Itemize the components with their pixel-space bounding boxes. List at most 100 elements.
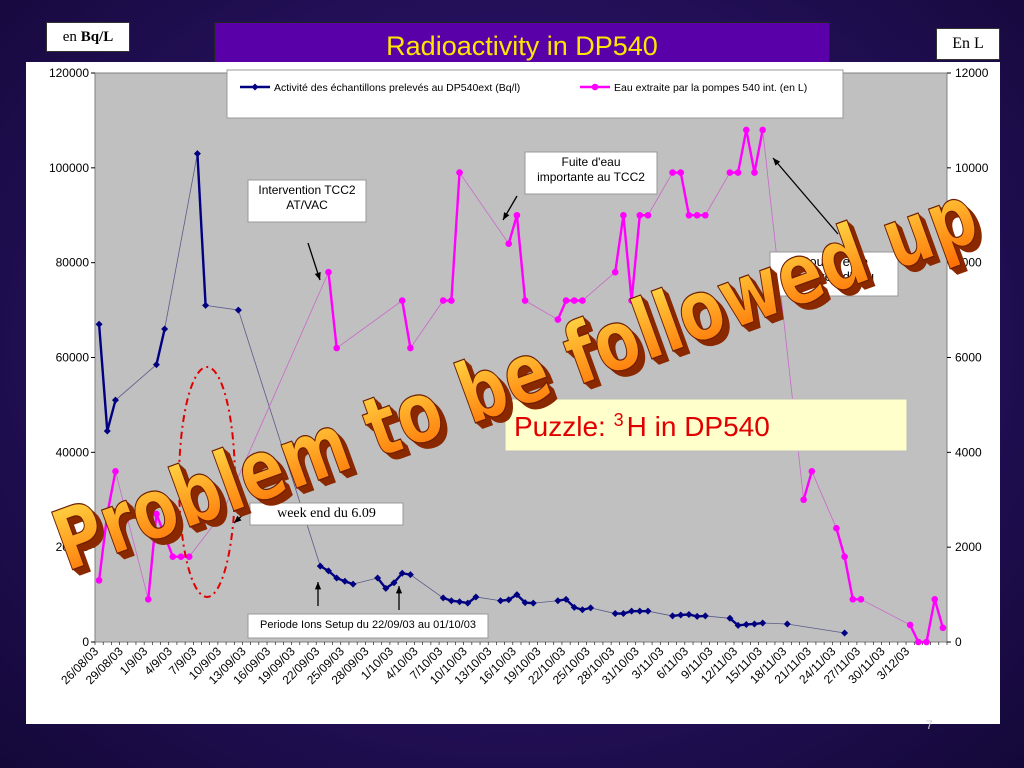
water-point: [685, 211, 693, 219]
water-point: [693, 211, 701, 219]
water-point: [325, 268, 332, 276]
activity-point: [398, 569, 406, 577]
water-point: [915, 638, 922, 646]
unit-right-label: En L: [936, 28, 1000, 60]
activity-point: [513, 591, 521, 599]
water-line-segment: [647, 172, 673, 216]
activity-point: [578, 606, 586, 614]
y-right-tick-label: 0: [955, 635, 962, 649]
water-point: [169, 553, 177, 560]
water-line-segment: [515, 215, 527, 301]
activity-line-segment: [196, 153, 207, 306]
water-line-segment: [925, 599, 936, 643]
activity-point: [324, 567, 332, 575]
water-point: [759, 126, 766, 134]
water-point: [669, 169, 676, 176]
water-point: [841, 553, 848, 560]
water-point: [333, 344, 340, 352]
page-number: 7: [926, 718, 933, 732]
activity-point: [234, 306, 242, 314]
annotation-coupure-box: [769, 251, 899, 297]
activity-line-segment: [475, 596, 501, 602]
activity-line-segment: [647, 610, 673, 617]
water-point: [513, 211, 521, 219]
y-right-tick-label: 12000: [955, 66, 989, 80]
water-point: [505, 240, 513, 247]
annotation-coupure-text: Coupure de: [800, 254, 868, 269]
water-point: [570, 297, 578, 304]
water-point: [579, 297, 586, 304]
y-left-tick-label: 80000: [56, 256, 90, 270]
y-right-tick-label: 10000: [955, 161, 989, 175]
water-line-segment: [630, 215, 641, 301]
water-point: [808, 468, 816, 475]
water-line-segment: [221, 271, 329, 515]
puzzle-text-prefix: Puzzle:: [514, 411, 614, 442]
activity-point: [505, 596, 513, 604]
activity-point: [193, 150, 201, 158]
annotation-coupure-text: l'arrivée d'eau: [794, 269, 874, 284]
water-line-segment: [97, 513, 109, 581]
activity-line-segment: [590, 607, 616, 614]
activity-point: [669, 612, 677, 620]
water-point: [636, 211, 644, 219]
water-line-segment: [450, 172, 461, 301]
water-line-segment: [106, 471, 117, 515]
annotation-periode-arrow-2-head: [395, 586, 403, 594]
activity-point: [497, 597, 505, 605]
activity-point: [628, 607, 636, 615]
water-line-segment: [933, 598, 945, 629]
water-line-segment: [704, 172, 731, 216]
annotation-periode-text: Periode Ions Setup du 22/09/03 au 01/10/…: [260, 619, 476, 631]
activity-point: [701, 612, 709, 620]
activity-point: [726, 614, 734, 622]
water-line-segment: [115, 471, 149, 600]
activity-point: [693, 612, 701, 620]
water-line-segment: [147, 513, 158, 600]
legend-marker: [251, 83, 259, 91]
activity-point: [152, 361, 160, 369]
activity-line-segment: [705, 615, 730, 619]
activity-point: [570, 603, 578, 611]
activity-point: [464, 599, 472, 607]
activity-point: [529, 599, 537, 607]
activity-point: [374, 574, 382, 582]
activity-point: [562, 595, 570, 603]
activity-point: [750, 620, 758, 628]
annotation-tcc2-text: Intervention TCC2: [258, 183, 355, 197]
water-line-segment: [736, 129, 748, 173]
y-right-tick-label: 2000: [955, 540, 982, 554]
water-line-segment: [860, 598, 911, 626]
activity-point: [611, 610, 619, 618]
puzzle-text-sup: 3: [614, 410, 624, 430]
water-line-segment: [155, 513, 174, 558]
water-point: [153, 510, 160, 518]
water-point: [931, 596, 939, 603]
y-right-tick-label: 8000: [955, 256, 982, 270]
annotation-fuite-arrow-head: [503, 212, 510, 220]
activity-point: [472, 593, 480, 601]
activity-line-segment: [205, 304, 239, 311]
water-point: [456, 169, 463, 176]
activity-point: [316, 562, 324, 570]
activity-point: [456, 598, 464, 606]
annotation-fuite-text: Fuite d'eau: [562, 155, 621, 169]
activity-line-segment: [164, 153, 198, 330]
water-point: [628, 297, 635, 304]
activity-point: [349, 580, 357, 588]
y-left-tick-label: 0: [82, 635, 89, 649]
water-point: [554, 316, 562, 323]
activity-point: [390, 579, 398, 587]
plot-area: [94, 72, 948, 643]
water-point: [923, 638, 930, 646]
activity-point: [685, 610, 693, 618]
annotation-tcc2-text: AT/VAC: [286, 198, 328, 212]
activity-point: [783, 620, 791, 628]
water-point: [857, 596, 865, 603]
activity-point: [759, 619, 767, 627]
annotation-tcc2-arrow-head: [314, 272, 321, 280]
annotation-fuite-box: [524, 151, 658, 195]
water-point: [218, 510, 226, 518]
